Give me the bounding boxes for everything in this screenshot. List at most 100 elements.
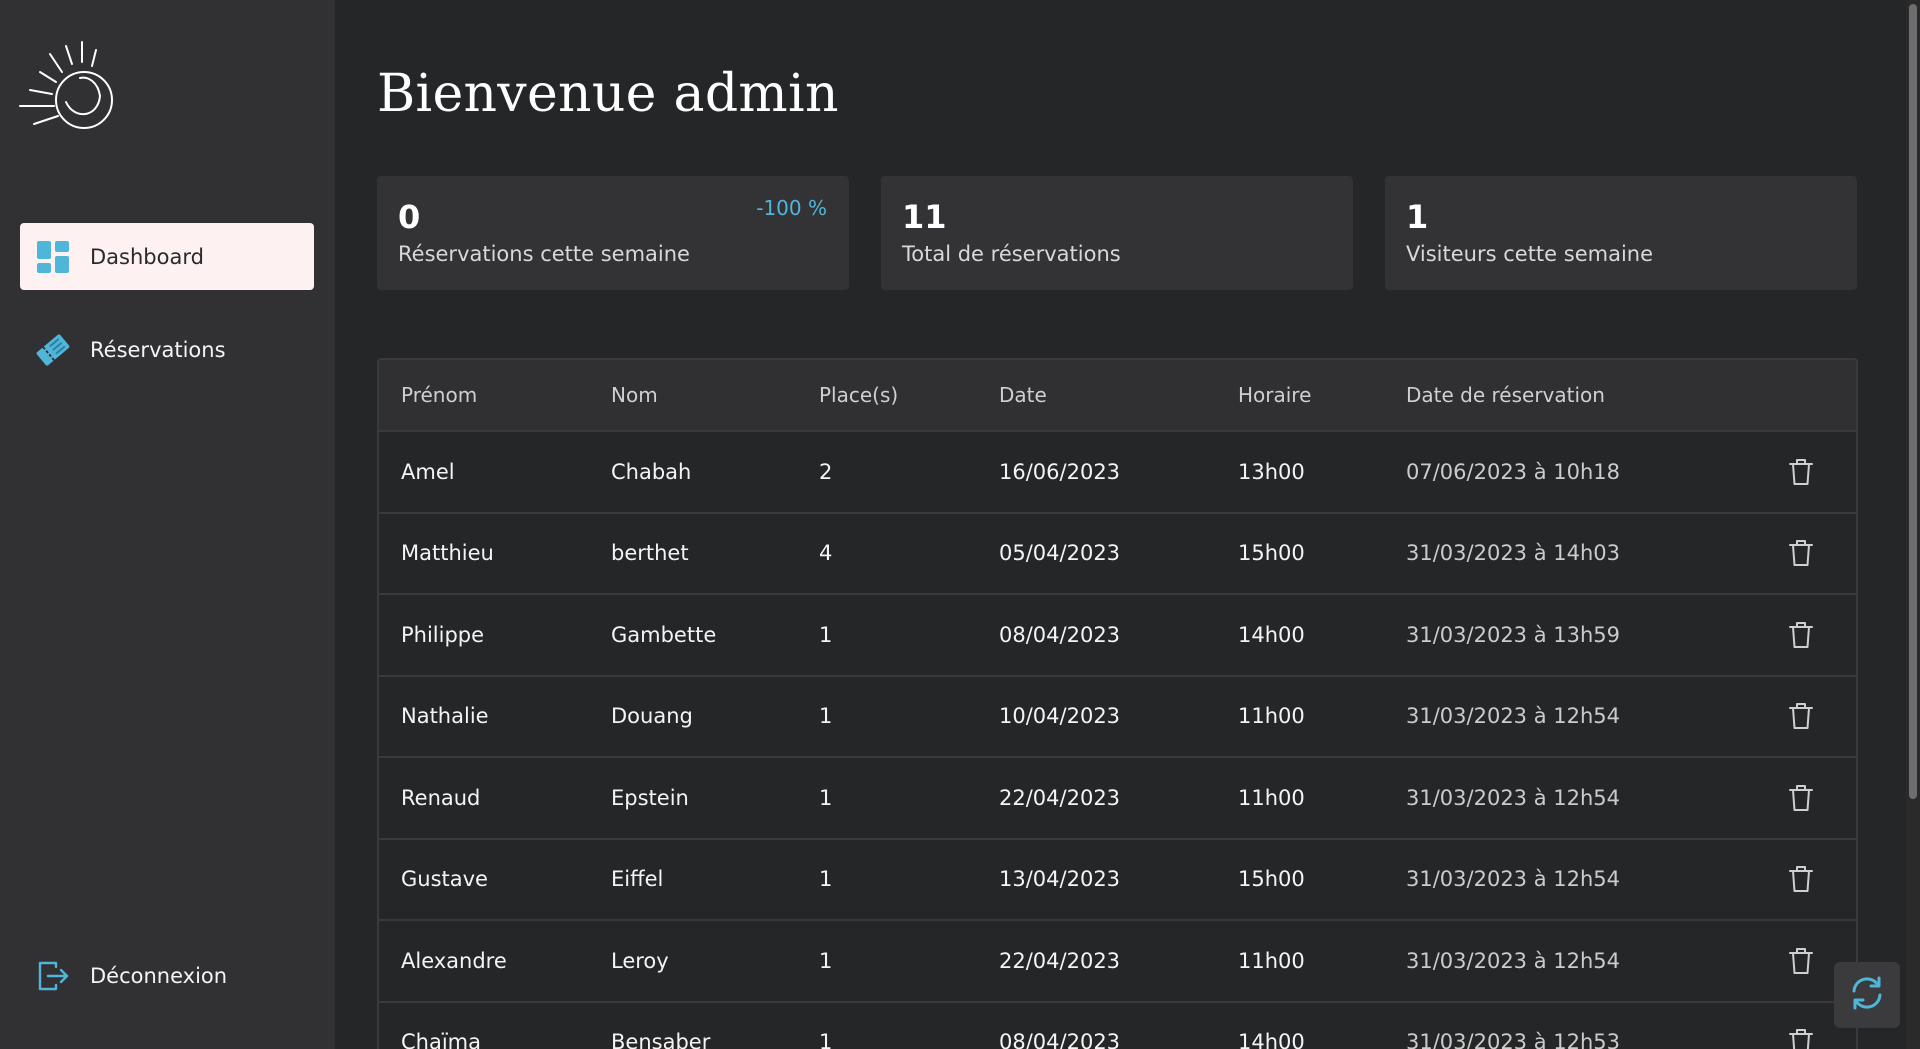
delete-row-button[interactable] (1787, 1027, 1815, 1049)
table-header: Prénom Nom Place(s) Date Horaire Date de… (379, 360, 1856, 432)
cell-date: 05/04/2023 (999, 541, 1121, 566)
cell-nom: Bensaber (611, 1030, 711, 1049)
cell-prenom: Nathalie (401, 704, 489, 729)
cell-places: 2 (819, 459, 833, 484)
table-row: Gustave Eiffel 1 13/04/2023 15h00 31/03/2023 … (379, 840, 1856, 921)
sun-logo-icon[interactable] (18, 38, 118, 138)
table-row: Philippe Gambette 1 08/04/2023 14h00 31/03/20… (379, 595, 1856, 677)
cell-date: 16/06/2023 (999, 459, 1121, 484)
scrollbar-thumb[interactable] (1909, 4, 1917, 799)
cell-prenom: Renaud (401, 785, 481, 810)
cell-prenom: Alexandre (401, 948, 507, 973)
cell-horaire: 13h00 (1238, 459, 1305, 484)
delete-row-button[interactable] (1787, 946, 1815, 976)
cell-date-reservation: 31/03/2023 à 12h54 (1406, 704, 1621, 729)
cell-places: 4 (819, 541, 833, 566)
cell-horaire: 11h00 (1238, 785, 1305, 810)
scrollbar[interactable] (1906, 0, 1920, 1049)
stat-label: Visiteurs cette semaine (1406, 242, 1654, 266)
column-header-nom[interactable]: Nom (611, 383, 658, 407)
logout-icon (34, 957, 72, 995)
refresh-button[interactable] (1834, 962, 1900, 1028)
delete-row-button[interactable] (1787, 864, 1815, 894)
delete-row-button[interactable] (1787, 620, 1815, 650)
table-row: Alexandre Leroy 1 22/04/2023 11h00 31/03/2023… (379, 921, 1856, 1003)
cell-places: 1 (819, 622, 833, 647)
stat-value: 1 (1406, 198, 1429, 236)
delete-row-button[interactable] (1787, 701, 1815, 731)
cell-date-reservation: 31/03/2023 à 12h54 (1406, 785, 1621, 810)
cell-date: 10/04/2023 (999, 704, 1121, 729)
delete-row-button[interactable] (1787, 457, 1815, 487)
cell-date: 08/04/2023 (999, 622, 1121, 647)
cell-nom: Douang (611, 704, 693, 729)
page-title: Bienvenue admin (377, 64, 839, 124)
cell-horaire: 14h00 (1238, 1030, 1305, 1049)
cell-prenom: Philippe (401, 622, 485, 647)
cell-places: 1 (819, 704, 833, 729)
trash-icon (1787, 947, 1815, 980)
cell-nom: Gambette (611, 622, 717, 647)
cell-nom: Epstein (611, 785, 689, 810)
cell-nom: Chabah (611, 459, 692, 484)
column-header-places[interactable]: Place(s) (819, 383, 899, 407)
cell-date-reservation: 31/03/2023 à 13h59 (1406, 622, 1621, 647)
trash-icon (1787, 866, 1815, 898)
cell-horaire: 11h00 (1238, 704, 1305, 729)
cell-places: 1 (819, 948, 833, 973)
table-row: Renaud Epstein 1 22/04/2023 11h00 31/03/2023 … (379, 758, 1856, 840)
cell-date: 13/04/2023 (999, 867, 1121, 892)
cell-horaire: 15h00 (1238, 867, 1305, 892)
trash-icon (1787, 458, 1815, 491)
cell-date: 22/04/2023 (999, 948, 1121, 973)
ticket-icon (34, 331, 72, 369)
trash-icon (1787, 540, 1815, 572)
stat-card-weekly-visitors: 1 Visiteurs cette semaine (1385, 176, 1857, 290)
trash-icon (1787, 621, 1815, 654)
cell-nom: Leroy (611, 948, 669, 973)
stat-label: Total de réservations (902, 242, 1121, 266)
logout-button[interactable]: Déconnexion (20, 942, 314, 1009)
cell-places: 1 (819, 1030, 833, 1049)
reservations-table: Prénom Nom Place(s) Date Horaire Date de… (377, 358, 1858, 1049)
cell-date-reservation: 31/03/2023 à 12h53 (1406, 1030, 1621, 1049)
cell-date: 22/04/2023 (999, 785, 1121, 810)
column-header-horaire[interactable]: Horaire (1238, 383, 1312, 407)
refresh-icon (1847, 973, 1887, 1017)
table-body: Amel Chabah 2 16/06/2023 13h00 07/06/2023 à 1… (379, 432, 1856, 1049)
cell-date-reservation: 31/03/2023 à 14h03 (1406, 541, 1621, 566)
table-row: Nathalie Douang 1 10/04/2023 11h00 31/03/2023… (379, 677, 1856, 758)
cell-date-reservation: 31/03/2023 à 12h54 (1406, 867, 1621, 892)
stat-value: 0 (398, 198, 421, 236)
sidebar-item-label: Réservations (90, 337, 226, 362)
cell-prenom: Gustave (401, 867, 488, 892)
cell-nom: Eiffel (611, 867, 664, 892)
stat-change-badge: -100 % (756, 196, 827, 220)
cell-horaire: 14h00 (1238, 622, 1305, 647)
cell-prenom: Matthieu (401, 541, 494, 566)
cell-nom: berthet (611, 541, 689, 566)
cell-date-reservation: 31/03/2023 à 12h54 (1406, 948, 1621, 973)
sidebar-item-label: Dashboard (90, 244, 204, 269)
cell-horaire: 11h00 (1238, 948, 1305, 973)
table-row: Matthieu berthet 4 05/04/2023 15h00 31/03/202… (379, 514, 1856, 595)
cell-prenom: Chaïma (401, 1030, 482, 1049)
cell-prenom: Amel (401, 459, 455, 484)
trash-icon (1787, 703, 1815, 735)
cell-places: 1 (819, 867, 833, 892)
trash-icon (1787, 784, 1815, 817)
sidebar-item-dashboard[interactable]: Dashboard (20, 223, 314, 290)
cell-horaire: 15h00 (1238, 541, 1305, 566)
cell-date-reservation: 07/06/2023 à 10h18 (1406, 459, 1621, 484)
column-header-date[interactable]: Date (999, 383, 1047, 407)
table-row: Chaïma Bensaber 1 08/04/2023 14h00 31/03/2023… (379, 1003, 1856, 1049)
column-header-prenom[interactable]: Prénom (401, 383, 478, 407)
logout-label: Déconnexion (90, 963, 228, 988)
stat-card-weekly-reservations: 0 -100 % Réservations cette semaine (377, 176, 849, 290)
cell-places: 1 (819, 785, 833, 810)
column-header-date-reservation[interactable]: Date de réservation (1406, 383, 1605, 407)
delete-row-button[interactable] (1787, 783, 1815, 813)
cell-date: 08/04/2023 (999, 1030, 1121, 1049)
delete-row-button[interactable] (1787, 538, 1815, 568)
sidebar-item-reservations[interactable]: Réservations (20, 316, 314, 383)
